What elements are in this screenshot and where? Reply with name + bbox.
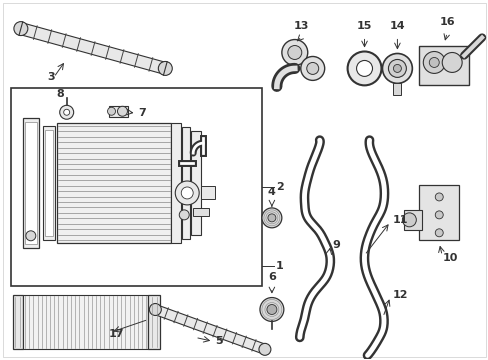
Circle shape bbox=[382, 54, 411, 84]
Bar bbox=[171, 123, 181, 243]
Circle shape bbox=[175, 181, 199, 205]
Bar bbox=[42, 126, 55, 240]
Circle shape bbox=[393, 64, 401, 72]
Circle shape bbox=[63, 109, 69, 115]
Bar bbox=[393, 84, 401, 95]
Text: 17: 17 bbox=[108, 329, 124, 339]
Bar bbox=[193, 208, 209, 216]
Bar bbox=[23, 294, 148, 349]
Bar bbox=[404, 210, 422, 230]
Circle shape bbox=[267, 214, 275, 222]
Bar bbox=[25, 122, 37, 244]
Bar bbox=[419, 185, 458, 240]
Text: 12: 12 bbox=[392, 289, 407, 300]
Circle shape bbox=[158, 62, 172, 75]
Circle shape bbox=[259, 343, 270, 355]
Circle shape bbox=[281, 40, 307, 66]
Circle shape bbox=[434, 229, 442, 237]
Circle shape bbox=[300, 57, 324, 80]
Text: 7: 7 bbox=[138, 108, 146, 118]
Bar bbox=[57, 123, 171, 243]
Circle shape bbox=[179, 210, 189, 220]
Circle shape bbox=[423, 51, 444, 73]
Text: 1: 1 bbox=[275, 261, 283, 271]
Circle shape bbox=[60, 105, 74, 119]
Circle shape bbox=[434, 193, 442, 201]
Bar bbox=[182, 127, 190, 239]
Polygon shape bbox=[153, 305, 266, 354]
Text: 16: 16 bbox=[439, 17, 454, 27]
Circle shape bbox=[117, 106, 127, 116]
Text: 3: 3 bbox=[48, 72, 55, 82]
Circle shape bbox=[306, 62, 318, 75]
Circle shape bbox=[356, 60, 372, 76]
Circle shape bbox=[387, 59, 406, 77]
Bar bbox=[11, 88, 262, 285]
Text: 8: 8 bbox=[57, 89, 64, 99]
Circle shape bbox=[262, 208, 281, 228]
Circle shape bbox=[107, 107, 115, 115]
Bar bbox=[23, 118, 39, 248]
Circle shape bbox=[441, 53, 461, 72]
Bar bbox=[45, 130, 53, 236]
Circle shape bbox=[402, 213, 415, 227]
Text: 13: 13 bbox=[293, 21, 309, 31]
Bar bbox=[148, 294, 160, 349]
Text: 14: 14 bbox=[389, 21, 405, 31]
Text: 10: 10 bbox=[441, 253, 457, 263]
Circle shape bbox=[260, 298, 283, 321]
Circle shape bbox=[434, 211, 442, 219]
Text: 2: 2 bbox=[275, 182, 283, 192]
Bar bbox=[419, 45, 468, 85]
Circle shape bbox=[181, 187, 193, 199]
Bar bbox=[13, 294, 23, 349]
Bar bbox=[108, 106, 128, 117]
Circle shape bbox=[287, 45, 301, 59]
Bar bbox=[201, 186, 215, 199]
Text: 15: 15 bbox=[356, 21, 371, 31]
Circle shape bbox=[149, 303, 161, 315]
Bar bbox=[191, 131, 201, 235]
Text: 4: 4 bbox=[267, 187, 275, 197]
Circle shape bbox=[428, 58, 438, 67]
Circle shape bbox=[347, 51, 381, 85]
Text: 11: 11 bbox=[392, 215, 407, 225]
Circle shape bbox=[266, 305, 276, 315]
Text: 6: 6 bbox=[267, 271, 275, 282]
Circle shape bbox=[26, 231, 36, 241]
Text: 9: 9 bbox=[332, 240, 340, 250]
Polygon shape bbox=[19, 23, 166, 74]
Text: 5: 5 bbox=[215, 336, 222, 346]
Circle shape bbox=[14, 22, 28, 36]
